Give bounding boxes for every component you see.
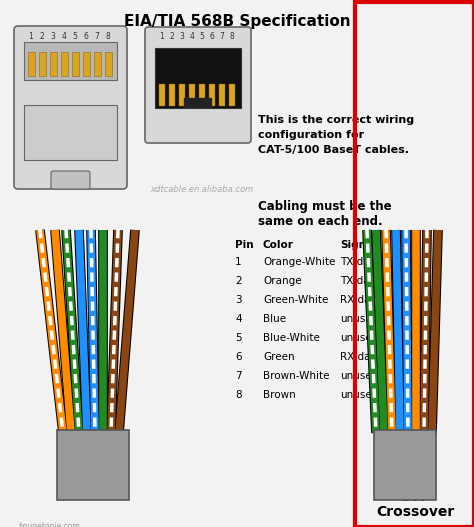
Text: Blue-White: Blue-White	[263, 333, 320, 343]
Bar	[57, 430, 129, 500]
Bar	[24, 105, 117, 160]
Text: same on each end.: same on each end.	[258, 215, 383, 228]
Text: Pin: Pin	[235, 240, 254, 250]
Bar	[169, 84, 175, 106]
Bar	[155, 48, 241, 108]
Text: Brown-White: Brown-White	[263, 371, 329, 381]
Text: unused: unused	[340, 390, 378, 400]
Bar	[28, 52, 35, 76]
Text: TX data +: TX data +	[340, 257, 392, 267]
Text: 8: 8	[229, 32, 234, 41]
Bar	[61, 52, 68, 76]
Bar	[72, 52, 79, 76]
Text: 4: 4	[62, 32, 66, 41]
Text: 5: 5	[73, 32, 77, 41]
Text: 4: 4	[235, 314, 242, 324]
Text: 7: 7	[235, 371, 242, 381]
Text: unused: unused	[340, 371, 378, 381]
Text: Cabling must be the: Cabling must be the	[258, 200, 392, 213]
Text: Brown: Brown	[263, 390, 296, 400]
Text: 8: 8	[106, 32, 110, 41]
Bar	[24, 42, 117, 80]
Bar	[199, 84, 205, 106]
Text: 6: 6	[83, 32, 89, 41]
Text: 5: 5	[200, 32, 204, 41]
Bar	[229, 84, 235, 106]
Text: 6: 6	[235, 352, 242, 362]
FancyBboxPatch shape	[14, 26, 127, 189]
Text: 2: 2	[170, 32, 174, 41]
Bar	[105, 52, 112, 76]
Text: Signal: Signal	[340, 240, 377, 250]
Bar	[50, 52, 57, 76]
Text: 3: 3	[235, 295, 242, 305]
Text: Crossover: Crossover	[376, 505, 454, 519]
Bar	[94, 52, 101, 76]
Text: RX data +: RX data +	[340, 295, 393, 305]
Text: 1: 1	[235, 257, 242, 267]
Bar	[355, 2, 474, 527]
Text: Orange-White: Orange-White	[263, 257, 336, 267]
Text: Green-White: Green-White	[263, 295, 328, 305]
Text: 8: 8	[235, 390, 242, 400]
Text: Blue: Blue	[263, 314, 286, 324]
Text: Orange: Orange	[263, 276, 301, 286]
Text: 6: 6	[210, 32, 214, 41]
Bar	[159, 84, 165, 106]
Bar	[83, 52, 90, 76]
FancyBboxPatch shape	[51, 171, 90, 189]
Text: 2: 2	[40, 32, 45, 41]
Text: EIA/TIA 568B Specification: EIA/TIA 568B Specification	[124, 14, 350, 29]
Text: 1: 1	[28, 32, 33, 41]
Bar	[179, 84, 185, 106]
Text: 2: 2	[235, 276, 242, 286]
Text: 4: 4	[190, 32, 194, 41]
Text: RX data -: RX data -	[340, 352, 388, 362]
Text: 7: 7	[219, 32, 224, 41]
Text: xdtcable.en.alibaba.com: xdtcable.en.alibaba.com	[150, 185, 253, 194]
Text: CAT-5/100 BaseT cables.: CAT-5/100 BaseT cables.	[258, 145, 409, 155]
Bar	[209, 84, 215, 106]
Text: unused: unused	[340, 314, 378, 324]
Text: 3: 3	[51, 32, 55, 41]
Text: 3: 3	[180, 32, 184, 41]
Bar	[39, 52, 46, 76]
Text: unused: unused	[340, 333, 378, 343]
Text: 7: 7	[94, 32, 100, 41]
Bar	[184, 98, 212, 108]
Text: UTP: UTP	[400, 490, 430, 504]
FancyBboxPatch shape	[145, 27, 251, 143]
Text: Green: Green	[263, 352, 295, 362]
Text: configuration for: configuration for	[258, 130, 364, 140]
Bar	[219, 84, 225, 106]
Text: Color: Color	[263, 240, 294, 250]
Text: 1: 1	[160, 32, 164, 41]
Text: bougetonie.com: bougetonie.com	[18, 522, 80, 527]
Text: TX data -: TX data -	[340, 276, 387, 286]
Bar	[374, 430, 436, 500]
Text: 5: 5	[235, 333, 242, 343]
Text: This is the correct wiring: This is the correct wiring	[258, 115, 414, 125]
Bar	[189, 84, 195, 106]
